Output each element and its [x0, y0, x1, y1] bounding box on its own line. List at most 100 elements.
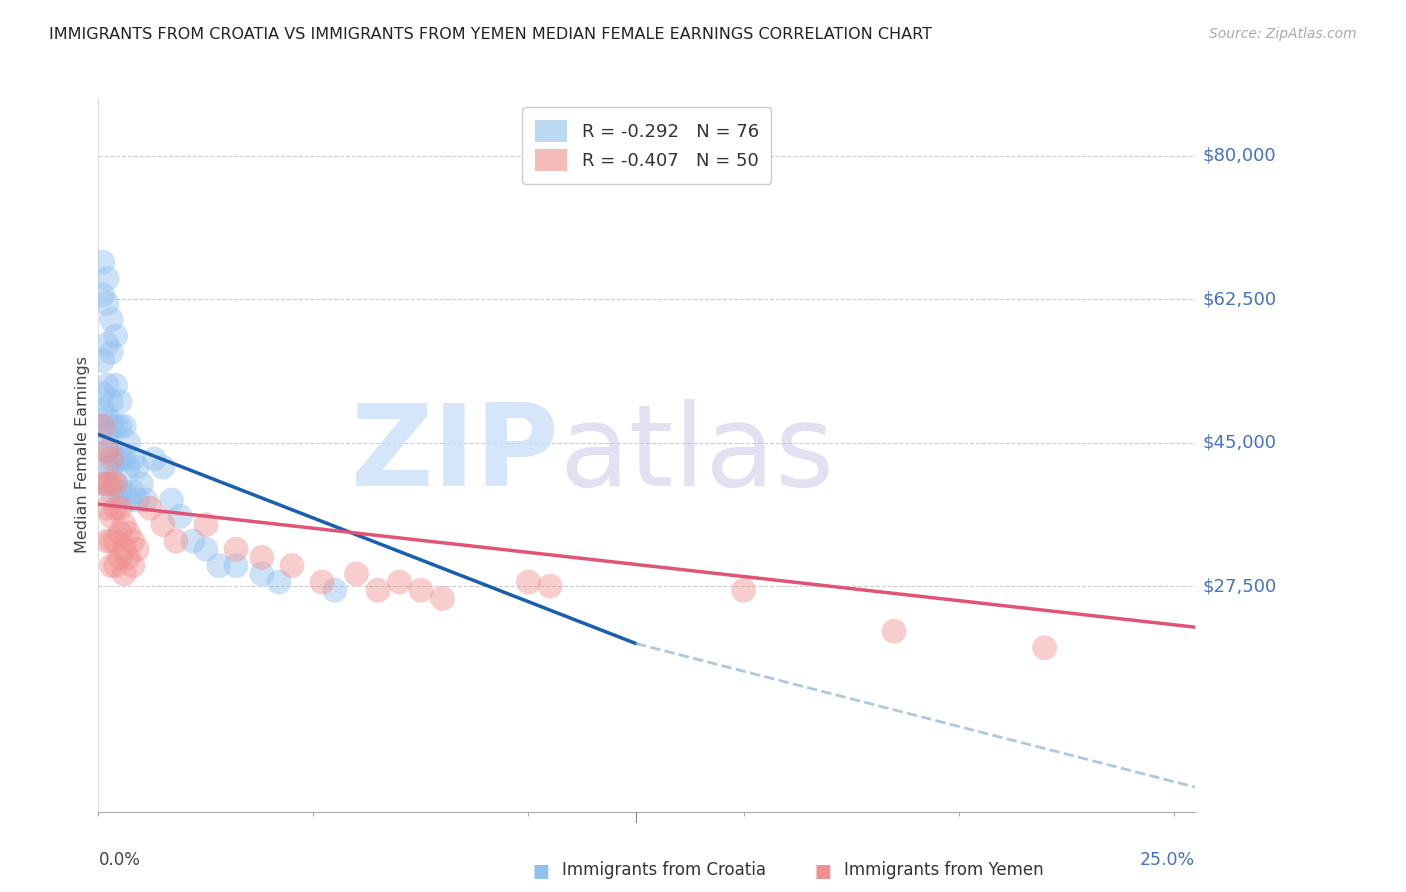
Point: [91, 419, 114, 434]
Point: [194, 517, 217, 532]
Point: [225, 542, 247, 557]
Point: [117, 460, 139, 475]
Point: [104, 378, 127, 392]
Point: [250, 550, 273, 565]
Point: [100, 534, 122, 549]
Point: [127, 460, 149, 475]
Point: [121, 558, 143, 573]
Point: [100, 476, 122, 491]
Point: [100, 558, 122, 573]
Point: [96, 501, 118, 516]
Point: [104, 476, 127, 491]
Point: [323, 583, 346, 598]
Point: [100, 312, 122, 326]
Point: [112, 484, 135, 499]
Point: [311, 575, 333, 590]
Point: [127, 542, 149, 557]
Point: [108, 394, 131, 409]
Text: $62,500: $62,500: [1202, 290, 1277, 308]
Text: atlas: atlas: [560, 400, 834, 510]
Point: [165, 534, 187, 549]
Text: Immigrants from Croatia: Immigrants from Croatia: [562, 861, 766, 879]
Point: [96, 443, 118, 458]
Point: [135, 493, 157, 508]
Point: [96, 427, 118, 442]
Point: [409, 583, 432, 598]
Point: [96, 534, 118, 549]
Point: [517, 575, 540, 590]
Point: [100, 509, 122, 524]
Point: [131, 476, 153, 491]
Point: [96, 271, 118, 285]
Text: Source: ZipAtlas.com: Source: ZipAtlas.com: [1209, 27, 1357, 41]
Text: $27,500: $27,500: [1202, 577, 1277, 595]
Point: [100, 484, 122, 499]
Text: ZIP: ZIP: [350, 400, 560, 510]
Point: [388, 575, 411, 590]
Point: [127, 493, 149, 508]
Point: [104, 419, 127, 434]
Point: [108, 419, 131, 434]
Point: [117, 525, 139, 540]
Point: [91, 419, 114, 434]
Point: [96, 378, 118, 392]
Text: $80,000: $80,000: [1202, 146, 1275, 164]
Text: ▪: ▪: [531, 855, 551, 884]
Point: [104, 534, 127, 549]
Point: [100, 394, 122, 409]
Point: [91, 353, 114, 368]
Point: [281, 558, 304, 573]
Point: [139, 501, 162, 516]
Text: 0.0%: 0.0%: [98, 851, 141, 869]
Point: [1033, 640, 1056, 655]
Point: [108, 550, 131, 565]
Point: [250, 566, 273, 581]
Point: [91, 255, 114, 269]
Point: [108, 452, 131, 467]
Point: [112, 542, 135, 557]
Point: [108, 501, 131, 516]
Point: [432, 591, 454, 606]
Text: 25.0%: 25.0%: [1140, 851, 1195, 869]
Point: [91, 476, 114, 491]
Point: [117, 550, 139, 565]
Point: [160, 493, 183, 508]
Point: [91, 288, 114, 302]
Point: [96, 296, 118, 310]
Point: [121, 534, 143, 549]
Point: [96, 337, 118, 351]
Point: [96, 476, 118, 491]
Point: [104, 452, 127, 467]
Point: [108, 484, 131, 499]
Point: [194, 542, 217, 557]
Y-axis label: Median Female Earnings: Median Female Earnings: [75, 357, 90, 553]
Text: Immigrants from Yemen: Immigrants from Yemen: [844, 861, 1043, 879]
Point: [100, 443, 122, 458]
Point: [121, 484, 143, 499]
Point: [117, 435, 139, 450]
Point: [100, 345, 122, 359]
Point: [883, 624, 905, 639]
Point: [100, 460, 122, 475]
Point: [100, 419, 122, 434]
Point: [121, 452, 143, 467]
Text: IMMIGRANTS FROM CROATIA VS IMMIGRANTS FROM YEMEN MEDIAN FEMALE EARNINGS CORRELAT: IMMIGRANTS FROM CROATIA VS IMMIGRANTS FR…: [49, 27, 932, 42]
Point: [143, 452, 166, 467]
Point: [104, 558, 127, 573]
Point: [733, 583, 755, 598]
Point: [181, 534, 204, 549]
Point: [96, 460, 118, 475]
Point: [96, 443, 118, 458]
Point: [91, 386, 114, 401]
Text: $45,000: $45,000: [1202, 434, 1277, 451]
Point: [267, 575, 290, 590]
Point: [108, 525, 131, 540]
Legend: R = -0.292   N = 76, R = -0.407   N = 50: R = -0.292 N = 76, R = -0.407 N = 50: [522, 107, 772, 184]
Point: [96, 476, 118, 491]
Point: [96, 411, 118, 425]
Point: [100, 452, 122, 467]
Point: [208, 558, 231, 573]
Point: [104, 329, 127, 343]
Point: [112, 517, 135, 532]
Point: [112, 419, 135, 434]
